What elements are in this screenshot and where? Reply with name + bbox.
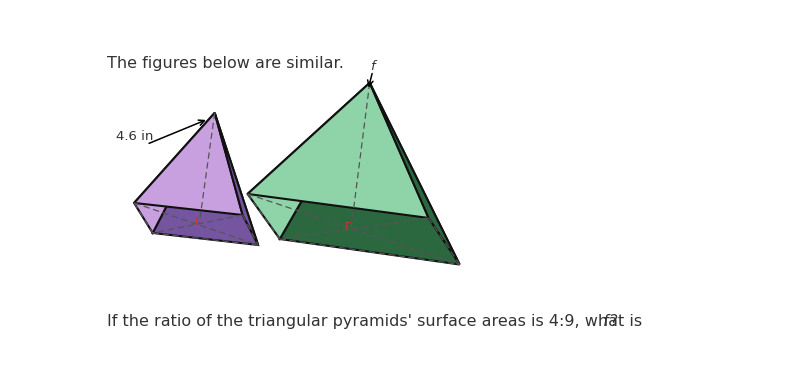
Polygon shape: [247, 83, 429, 218]
Text: f: f: [603, 314, 609, 329]
Polygon shape: [280, 83, 459, 264]
Polygon shape: [134, 113, 214, 233]
Text: f: f: [370, 60, 374, 73]
Text: If the ratio of the triangular pyramids' surface areas is 4:9, what is: If the ratio of the triangular pyramids'…: [107, 314, 648, 329]
Text: The figures below are similar.: The figures below are similar.: [107, 56, 344, 71]
Text: 4.6 in: 4.6 in: [115, 130, 153, 144]
Polygon shape: [247, 83, 370, 239]
Text: Γ: Γ: [195, 218, 201, 227]
Polygon shape: [214, 113, 258, 245]
Polygon shape: [370, 83, 459, 264]
Polygon shape: [153, 113, 258, 245]
Text: ?: ?: [610, 314, 618, 329]
Text: Γ: Γ: [345, 222, 351, 232]
Polygon shape: [134, 113, 242, 215]
